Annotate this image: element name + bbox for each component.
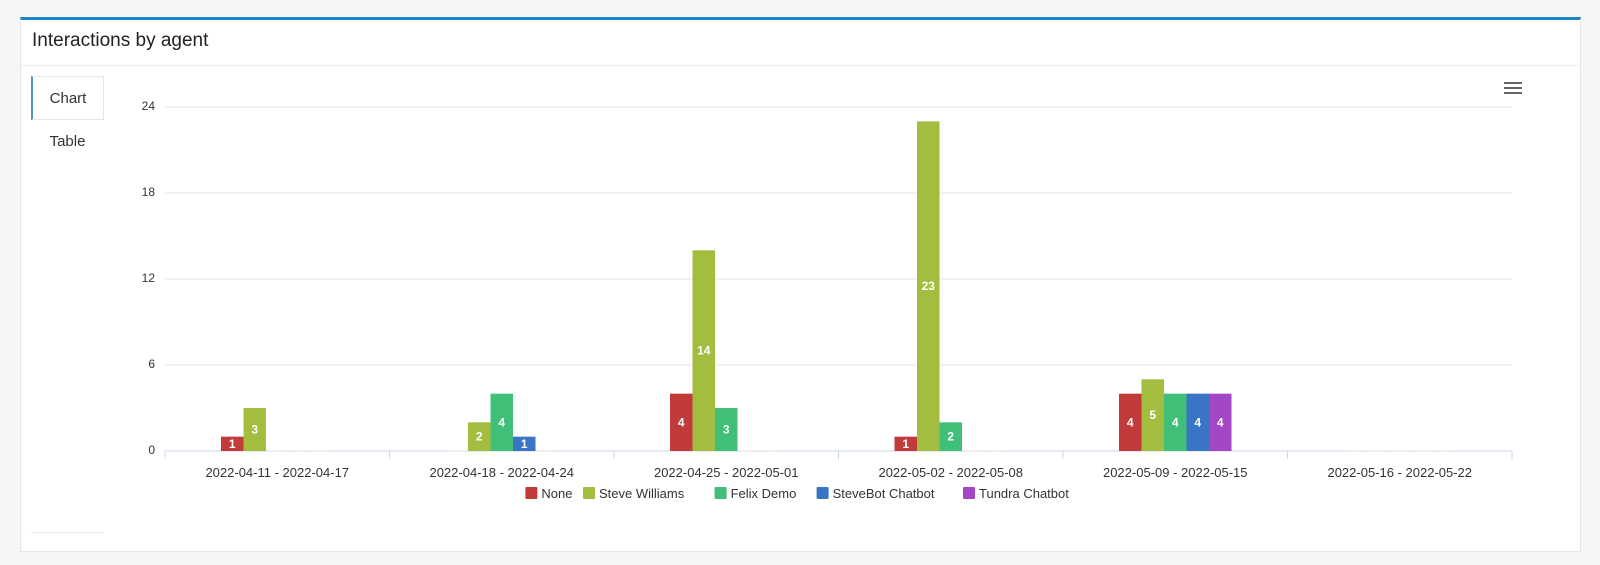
data-label: 2 bbox=[947, 430, 954, 444]
bar bbox=[761, 450, 782, 451]
bar bbox=[446, 450, 467, 451]
bar bbox=[312, 450, 333, 451]
y-tick-label: 0 bbox=[148, 443, 155, 457]
y-tick-label: 18 bbox=[142, 185, 156, 199]
bar bbox=[468, 422, 491, 451]
data-label: 4 bbox=[498, 415, 505, 429]
legend-label: None bbox=[541, 486, 572, 501]
bar bbox=[894, 436, 917, 451]
bar bbox=[670, 393, 693, 451]
x-tick-label: 2022-04-11 - 2022-04-17 bbox=[205, 465, 349, 480]
bar bbox=[1412, 450, 1433, 451]
tabs-divider bbox=[31, 532, 104, 533]
panel-title: Interactions by agent bbox=[32, 30, 209, 51]
legend-swatch bbox=[963, 487, 975, 499]
view-tabs: Chart Table bbox=[31, 76, 104, 164]
bar bbox=[1141, 379, 1164, 451]
x-tick-label: 2022-04-18 - 2022-04-24 bbox=[429, 465, 574, 480]
legend-label: Steve Williams bbox=[599, 486, 685, 501]
bar bbox=[939, 422, 962, 451]
bar bbox=[1344, 450, 1365, 451]
y-tick-label: 12 bbox=[142, 271, 156, 285]
bar bbox=[243, 408, 266, 451]
interactions-panel: Interactions by agent Chart Table bbox=[20, 17, 1581, 552]
data-label: 4 bbox=[1127, 415, 1134, 429]
legend-label: SteveBot Chatbot bbox=[833, 486, 935, 501]
data-label: 14 bbox=[697, 344, 711, 358]
bar bbox=[1367, 450, 1388, 451]
data-label: 4 bbox=[1194, 415, 1201, 429]
bar bbox=[985, 450, 1006, 451]
x-tick-label: 2022-04-25 - 2022-05-01 bbox=[654, 465, 799, 480]
tab-chart[interactable]: Chart bbox=[31, 76, 104, 120]
bar bbox=[692, 250, 715, 451]
y-tick-label: 24 bbox=[142, 99, 156, 113]
data-label: 1 bbox=[902, 437, 909, 451]
bar bbox=[1186, 393, 1209, 451]
data-label: 4 bbox=[1172, 415, 1179, 429]
data-label: 23 bbox=[922, 279, 936, 293]
tab-table[interactable]: Table bbox=[49, 133, 86, 150]
bar bbox=[490, 393, 513, 451]
x-tick-label: 2022-05-02 - 2022-05-08 bbox=[878, 465, 1023, 480]
legend-label: Tundra Chatbot bbox=[979, 486, 1069, 501]
legend-swatch bbox=[714, 487, 727, 499]
bar bbox=[1164, 393, 1187, 451]
bar bbox=[1389, 450, 1410, 451]
panel-header: Interactions by agent bbox=[21, 20, 1580, 66]
legend-label: Felix Demo bbox=[731, 486, 797, 501]
bar bbox=[513, 436, 536, 451]
bar bbox=[963, 450, 984, 451]
y-tick-label: 6 bbox=[148, 357, 155, 371]
data-label: 1 bbox=[521, 437, 528, 451]
bar bbox=[221, 436, 244, 451]
legend-swatch bbox=[525, 487, 538, 499]
bar bbox=[917, 121, 940, 451]
data-label: 3 bbox=[723, 423, 730, 437]
bar bbox=[1119, 393, 1142, 451]
data-label: 4 bbox=[1217, 415, 1224, 429]
bar bbox=[289, 450, 310, 451]
data-label: 2 bbox=[476, 430, 483, 444]
data-label: 5 bbox=[1149, 408, 1156, 422]
bar bbox=[715, 408, 738, 451]
legend-swatch bbox=[583, 487, 595, 499]
data-label: 3 bbox=[251, 423, 258, 437]
bar bbox=[738, 450, 759, 451]
bar bbox=[1434, 450, 1455, 451]
x-tick-label: 2022-05-16 - 2022-05-22 bbox=[1327, 465, 1472, 480]
legend-swatch bbox=[816, 487, 829, 499]
data-label: 1 bbox=[229, 437, 236, 451]
hamburger-menu-icon[interactable] bbox=[1504, 82, 1522, 96]
x-tick-label: 2022-05-09 - 2022-05-15 bbox=[1103, 465, 1248, 480]
data-label: 4 bbox=[678, 415, 685, 429]
bar bbox=[1209, 393, 1232, 451]
bar bbox=[267, 450, 288, 451]
bar bbox=[536, 450, 557, 451]
